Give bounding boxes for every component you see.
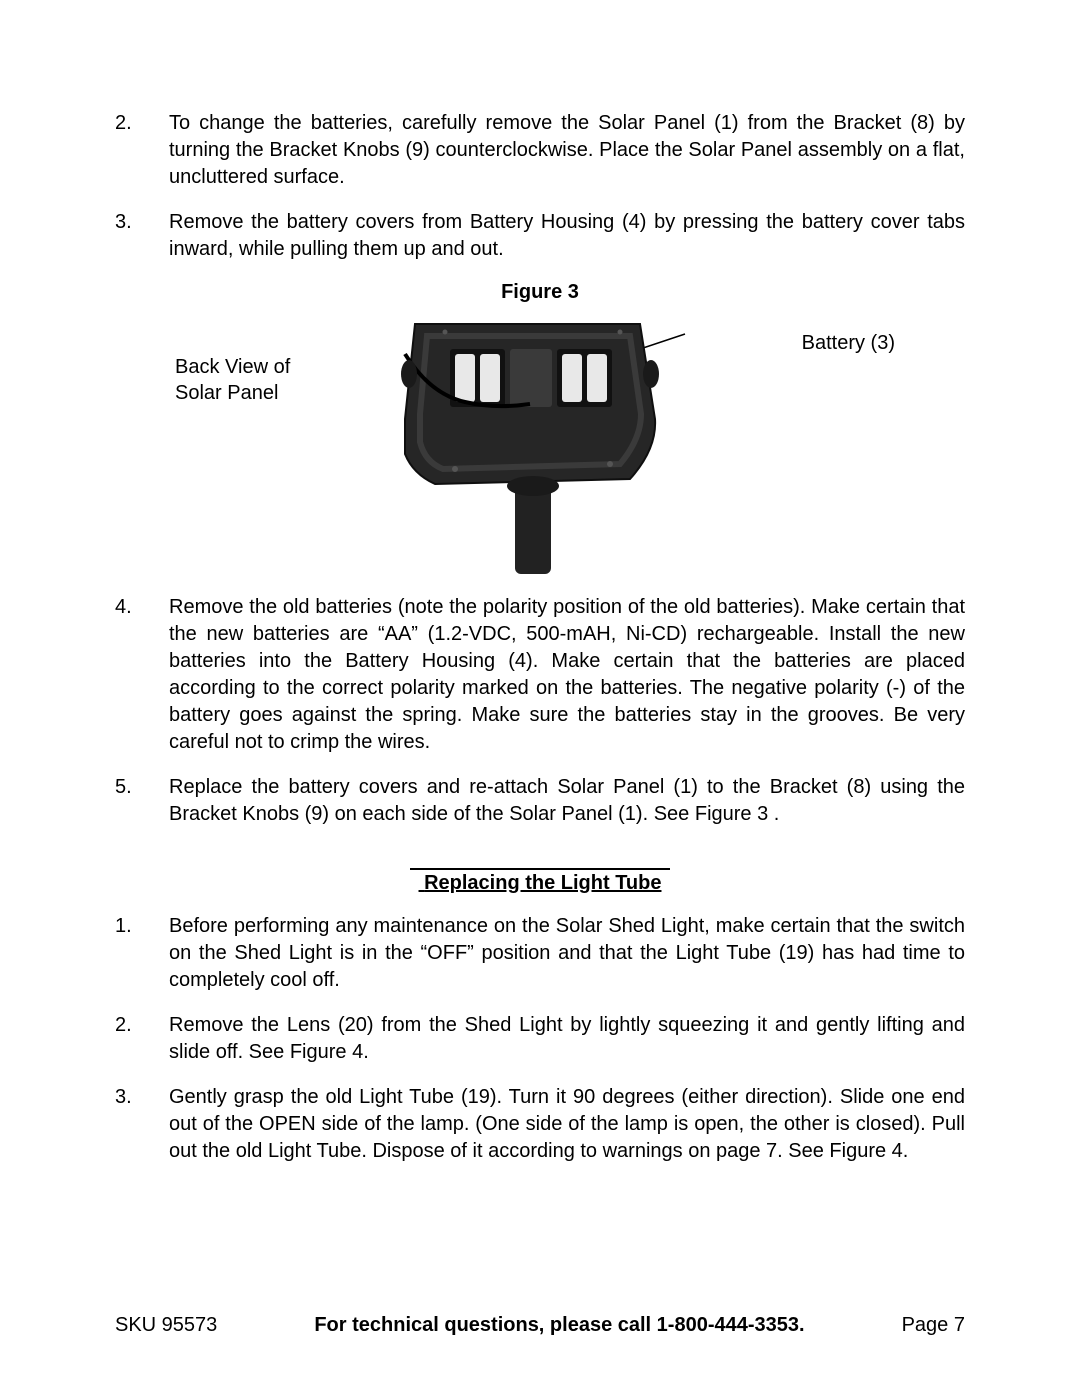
section-heading: Replacing the Light Tube (115, 868, 965, 895)
instruction-item: 2. To change the batteries, carefully re… (115, 110, 965, 191)
page-footer: SKU 95573 For technical questions, pleas… (115, 1314, 965, 1337)
step-number: 2. (115, 110, 169, 191)
step-text: Remove the Lens (20) from the Shed Light… (169, 1012, 965, 1066)
instruction-item: 1. Before performing any maintenance on … (115, 913, 965, 994)
instruction-item: 4. Remove the old batteries (note the po… (115, 594, 965, 756)
battery-callout-label: Battery (3) (802, 332, 895, 355)
instruction-item: 2. Remove the Lens (20) from the Shed Li… (115, 1012, 965, 1066)
footer-page-number: Page 7 (902, 1314, 965, 1337)
heading-rule (410, 868, 670, 870)
step-text: To change the batteries, carefully remov… (169, 110, 965, 191)
step-text: Replace the battery covers and re-attach… (169, 774, 965, 828)
instruction-list-a: 2. To change the batteries, carefully re… (115, 110, 965, 263)
footer-sku: SKU 95573 (115, 1314, 217, 1337)
instruction-item: 3. Remove the battery covers from Batter… (115, 209, 965, 263)
instruction-item: 5. Replace the battery covers and re-att… (115, 774, 965, 828)
section-title: Replacing the Light Tube (419, 872, 662, 894)
step-text: Remove the old batteries (note the polar… (169, 594, 965, 756)
step-number: 4. (115, 594, 169, 756)
step-text: Gently grasp the old Light Tube (19). Tu… (169, 1084, 965, 1165)
step-number: 5. (115, 774, 169, 828)
footer-support-line: For technical questions, please call 1-8… (314, 1314, 804, 1337)
solar-panel-back-illustration (375, 314, 705, 574)
figure-caption: Figure 3 (115, 281, 965, 304)
step-number: 3. (115, 1084, 169, 1165)
step-text: Before performing any maintenance on the… (169, 913, 965, 994)
step-number: 3. (115, 209, 169, 263)
step-number: 1. (115, 913, 169, 994)
step-text: Remove the battery covers from Battery H… (169, 209, 965, 263)
back-view-label: Back View of Solar Panel (175, 354, 290, 406)
instruction-item: 3. Gently grasp the old Light Tube (19).… (115, 1084, 965, 1165)
step-number: 2. (115, 1012, 169, 1066)
figure-3: Back View of Solar Panel Battery (3) (115, 314, 965, 574)
instruction-list-c: 1. Before performing any maintenance on … (115, 913, 965, 1165)
instruction-list-b: 4. Remove the old batteries (note the po… (115, 594, 965, 828)
